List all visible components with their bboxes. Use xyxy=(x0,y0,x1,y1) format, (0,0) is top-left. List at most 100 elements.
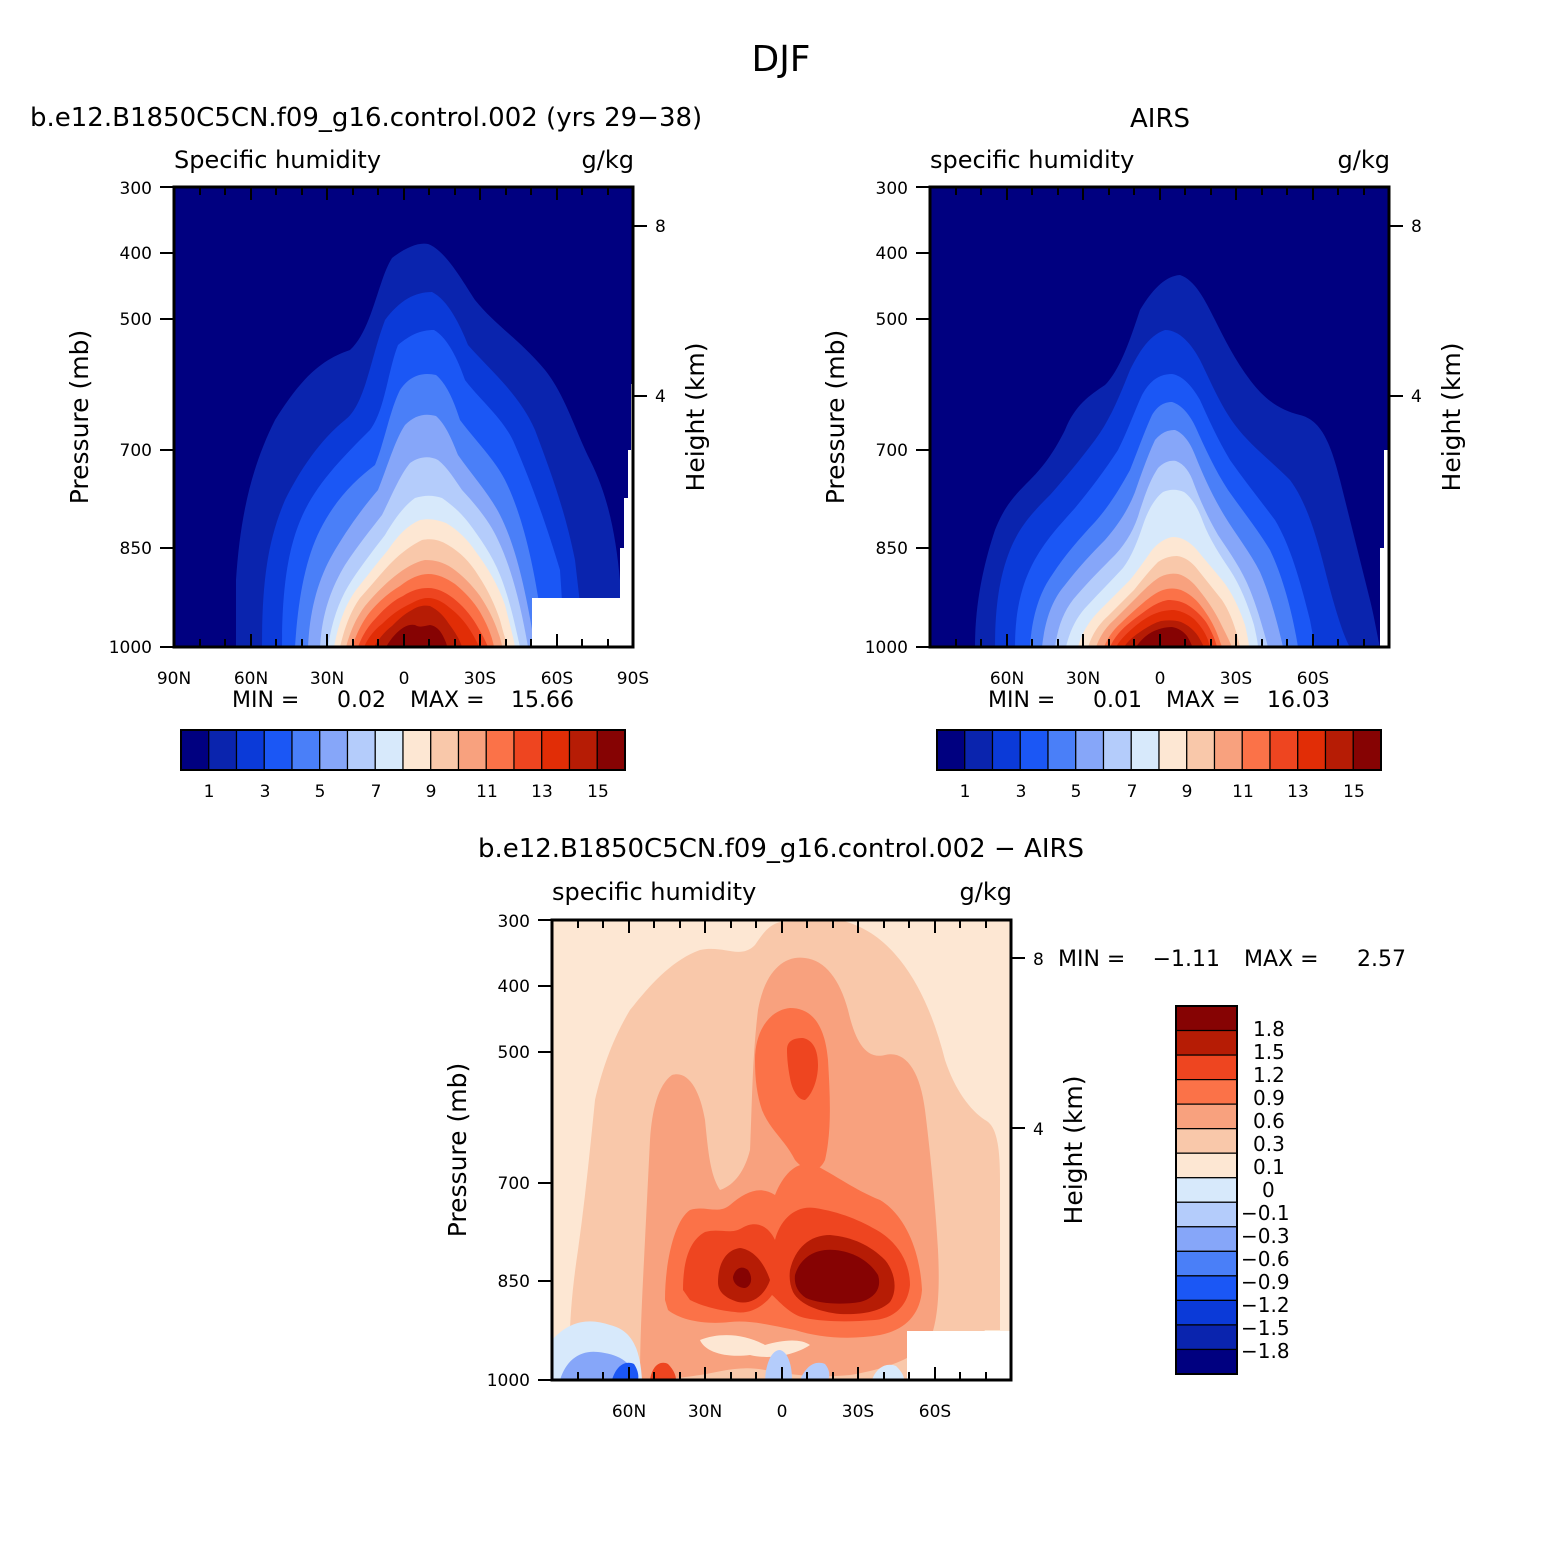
minor-ticks xyxy=(916,186,1403,648)
contour-band xyxy=(794,1249,880,1304)
colorbar-label: −1.2 xyxy=(1241,1293,1290,1317)
max-value: 16.03 xyxy=(1267,688,1330,713)
units-label: g/kg xyxy=(1338,146,1390,174)
colorbar-swatch xyxy=(1175,1324,1238,1351)
variable-label: specific humidity xyxy=(552,878,756,906)
colorbar-label: 5 xyxy=(315,782,326,802)
y-tick-label: 850 xyxy=(498,1272,530,1292)
colorbar-label: 0.9 xyxy=(1253,1086,1285,1110)
colorbar-label: −0.3 xyxy=(1241,1224,1290,1248)
colorbar-swatch xyxy=(1297,729,1327,771)
colorbar-label: 15 xyxy=(587,782,609,802)
colorbar-swatch xyxy=(235,729,265,771)
colorbar-label: 7 xyxy=(371,782,382,802)
contour-band xyxy=(612,1362,639,1380)
contour-field xyxy=(174,187,633,647)
units-label: g/kg xyxy=(582,146,634,174)
y-tick-label: 400 xyxy=(876,244,908,264)
contour-band xyxy=(765,1350,792,1380)
colorbar-swatch xyxy=(1019,729,1049,771)
x-tick-label: 60S xyxy=(1297,669,1329,689)
missing-data-mask xyxy=(907,1331,1011,1380)
colorbar-swatch xyxy=(1269,729,1299,771)
contour-band xyxy=(733,1267,752,1288)
variable-label: Specific humidity xyxy=(174,146,381,174)
colorbar-swatch xyxy=(1175,1275,1238,1302)
x-tick-label: 90S xyxy=(617,669,649,689)
y-axis-label: Pressure (mb) xyxy=(65,330,94,504)
y-tick-label: 500 xyxy=(498,1043,530,1063)
colorbar-labels: 1 3 5 7 9 11 13 15 xyxy=(960,782,1365,802)
max-label: MAX = xyxy=(410,688,485,713)
missing-data-mask xyxy=(1380,450,1389,647)
min-value: 0.02 xyxy=(337,688,386,713)
y2-tick-label: 8 xyxy=(1033,950,1044,970)
y-tick-label: 500 xyxy=(120,310,152,330)
y-tick-label: 300 xyxy=(876,179,908,199)
x-tick-label: 90N xyxy=(157,669,191,689)
panel-title: b.e12.B1850C5CN.f09_g16.control.002 (yrs… xyxy=(30,103,702,133)
colorbar-swatch xyxy=(1175,1299,1238,1326)
y2-axis-label: Height (km) xyxy=(681,343,710,492)
colorbar-swatch xyxy=(402,729,432,771)
y-tick-label: 1000 xyxy=(109,638,152,658)
colorbar-label: −0.1 xyxy=(1241,1201,1290,1225)
y-tick-label: 300 xyxy=(120,179,152,199)
y2-axis-label: Height (km) xyxy=(1437,343,1466,492)
colorbar-swatch xyxy=(1130,729,1160,771)
min-value: 0.01 xyxy=(1093,688,1142,713)
colorbar-label: 0.3 xyxy=(1253,1132,1285,1156)
y-tick-label: 400 xyxy=(120,244,152,264)
panel-title: b.e12.B1850C5CN.f09_g16.control.002 − AI… xyxy=(478,834,1084,864)
colorbar-label: 5 xyxy=(1071,782,1082,802)
x-tick-label: 0 xyxy=(777,1402,788,1422)
y2-tick-label: 4 xyxy=(1033,1120,1044,1140)
colorbar-swatch xyxy=(1175,1177,1238,1203)
colorbar xyxy=(180,729,626,771)
colorbar-swatch xyxy=(936,729,966,771)
colorbar-label: 1 xyxy=(204,782,215,802)
colorbar-label: 9 xyxy=(1182,782,1193,802)
colorbar-swatch xyxy=(457,729,487,771)
y-tick-labels: 300 400 500 700 850 1000 xyxy=(109,179,152,658)
colorbar-label: −1.8 xyxy=(1241,1339,1290,1363)
colorbar-swatch xyxy=(1175,1226,1238,1252)
colorbar-swatch xyxy=(1175,1201,1238,1228)
min-label: MIN = xyxy=(232,688,299,713)
y-tick-label: 700 xyxy=(120,441,152,461)
colorbar-swatch xyxy=(1175,1005,1238,1032)
colorbar-label: 15 xyxy=(1343,782,1365,802)
colorbar xyxy=(1175,1005,1238,1375)
colorbar-swatch xyxy=(541,729,571,771)
max-label: MAX = xyxy=(1244,947,1319,972)
colorbar-swatch xyxy=(208,729,238,771)
y-tick-label: 850 xyxy=(120,539,152,559)
x-tick-label: 30N xyxy=(310,669,344,689)
colorbar-label: 0.1 xyxy=(1253,1155,1285,1179)
x-tick-labels: 60N 30N 0 30S 60S xyxy=(612,1402,951,1422)
minor-ticks xyxy=(538,919,1025,1381)
colorbar-swatch xyxy=(485,729,515,771)
y-axis-label: Pressure (mb) xyxy=(443,1063,472,1237)
panel-airs: AIRS specific humidity g/kg xyxy=(821,104,1466,802)
colorbar-labels: 1 3 5 7 9 11 13 15 xyxy=(204,782,609,802)
colorbar-label: 13 xyxy=(1287,782,1309,802)
x-tick-labels: 90N 60N 30N 0 30S 60S 90S xyxy=(157,669,649,689)
x-tick-label: 0 xyxy=(1155,669,1166,689)
colorbar-swatch xyxy=(964,729,994,771)
y-tick-label: 300 xyxy=(498,912,530,932)
panel-title: AIRS xyxy=(1130,104,1190,134)
minor-ticks xyxy=(199,187,647,647)
x-tick-label: 60N xyxy=(234,669,268,689)
colorbar-swatch xyxy=(1075,729,1105,771)
colorbar-swatch xyxy=(1158,729,1188,771)
x-tick-label: 30N xyxy=(1066,669,1100,689)
y2-tick-label: 4 xyxy=(1411,387,1422,407)
y2-tick-label: 8 xyxy=(655,217,666,237)
units-label: g/kg xyxy=(960,878,1012,906)
colorbar-swatch xyxy=(568,729,598,771)
min-label: MIN = xyxy=(988,688,1055,713)
contour-field xyxy=(552,920,1011,1380)
colorbar-swatch xyxy=(1175,1152,1238,1179)
